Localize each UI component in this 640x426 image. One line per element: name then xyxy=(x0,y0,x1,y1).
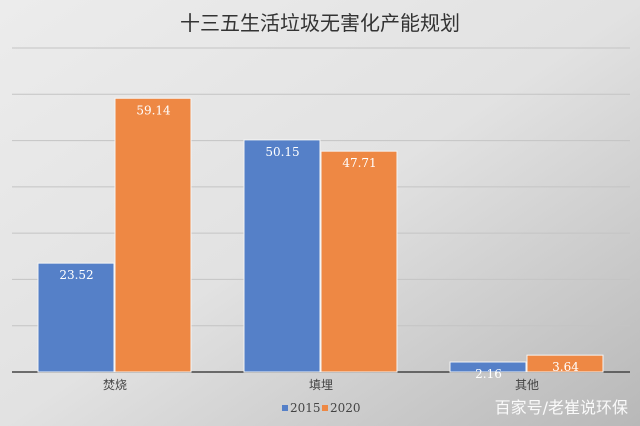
x-tick-label: 焚烧 xyxy=(103,378,127,392)
data-label: 50.15 xyxy=(265,145,299,159)
x-tick-label: 填埋 xyxy=(309,378,333,392)
data-label: 2.16 xyxy=(475,367,502,381)
chart-title: 十三五生活垃圾无害化产能规划 xyxy=(180,11,460,35)
data-label: 23.52 xyxy=(59,268,93,282)
bar-2020-1 xyxy=(320,150,398,373)
legend-swatch xyxy=(282,405,288,411)
data-label: 47.71 xyxy=(342,156,376,170)
x-tick-label: 其他 xyxy=(515,378,539,392)
legend-label: 2020 xyxy=(330,401,361,415)
bar-2015-1 xyxy=(243,139,321,373)
data-label: 59.14 xyxy=(136,103,171,117)
bar-2015-0 xyxy=(37,262,115,373)
legend-swatch xyxy=(322,405,328,411)
bar-2020-0 xyxy=(114,97,192,373)
legend-label: 2015 xyxy=(290,401,321,415)
watermark: 百家号/老崔说环保 xyxy=(494,398,628,417)
bar-2020-2 xyxy=(526,354,604,373)
data-label: 3.64 xyxy=(552,360,579,374)
bar-2015-2 xyxy=(449,361,527,373)
